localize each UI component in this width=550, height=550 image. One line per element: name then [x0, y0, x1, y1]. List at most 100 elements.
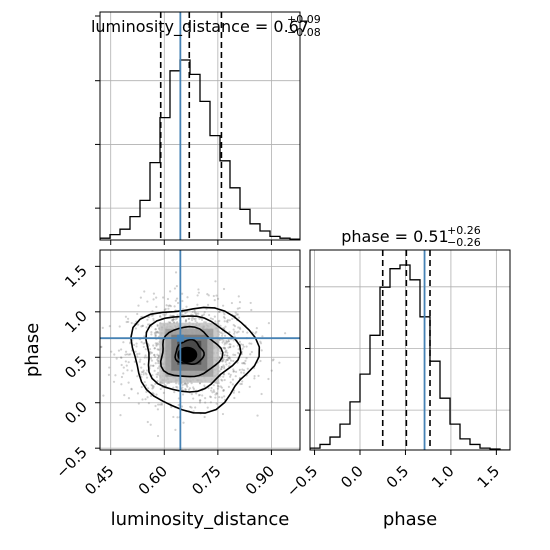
histogram-luminosity-frame [99, 11, 301, 241]
scatter-point [183, 383, 186, 386]
scatter-point [184, 311, 187, 315]
scatter-point [222, 388, 225, 392]
scatter-point [229, 381, 232, 384]
scatter-point [176, 314, 179, 317]
scatter-point [225, 339, 228, 343]
scatter-point [257, 374, 260, 377]
scatter-point [124, 315, 128, 318]
scatter-point [110, 350, 113, 353]
scatter-point [141, 398, 144, 401]
scatter-point [160, 403, 163, 406]
scatter-point [114, 374, 117, 377]
scatter-point [147, 387, 150, 390]
scatter-point [174, 271, 178, 274]
x-tick-label: 0.45 [81, 462, 117, 498]
histogram-phase-panel: −0.5 0.0 0.5 1.0 1.5 phase = 0.51 +0.26 −0.2… [283, 224, 511, 530]
histogram-phase-title: phase = 0.51 [341, 227, 448, 246]
histogram-phase-title-main: phase = 0.51 [341, 227, 448, 246]
scatter-point [192, 410, 195, 413]
scatter-point [233, 335, 236, 338]
scatter-point [203, 415, 206, 419]
scatter-point [193, 310, 196, 313]
scatter-point [150, 333, 153, 336]
scatter-point [152, 364, 155, 367]
scatter-point [162, 391, 165, 394]
scatter-point [238, 340, 241, 343]
scatter-point [175, 297, 179, 300]
scatter-point [172, 318, 175, 321]
histogram-luminosity-ticks [95, 15, 272, 245]
scatter-point [184, 318, 188, 322]
scatter-point [232, 339, 235, 342]
scatter-point [223, 320, 226, 323]
scatter-point [176, 416, 179, 419]
scatter-point [224, 360, 227, 363]
scatter-point [117, 349, 121, 352]
scatter-point [226, 319, 230, 322]
scatter-point [153, 369, 156, 372]
scatter-point [162, 296, 165, 299]
scatter-point [162, 313, 165, 316]
scatter-point [223, 346, 227, 350]
scatter-point [153, 355, 157, 359]
scatter-point [233, 325, 237, 328]
scatter-point [127, 320, 130, 323]
scatter-point [129, 353, 132, 356]
scatter-point [223, 347, 227, 350]
scatter-point [186, 385, 189, 388]
scatter-point [222, 287, 226, 291]
scatter-point [200, 318, 204, 322]
scatter-point [209, 389, 213, 392]
scatter-point [152, 385, 155, 388]
scatter-point [241, 380, 244, 383]
scatter-point [267, 322, 270, 325]
scatter-point [234, 370, 238, 373]
scatter-point [157, 403, 160, 406]
scatter-point [130, 321, 133, 325]
scatter-point [127, 381, 130, 384]
scatter-point [149, 352, 152, 355]
scatter-point [149, 364, 153, 367]
scatter-point [225, 363, 228, 366]
scatter-point [226, 351, 229, 354]
scatter-point [184, 388, 187, 391]
scatter-point [157, 348, 160, 351]
scatter-point [203, 311, 206, 314]
scatter-point [145, 373, 148, 376]
scatter-point [127, 361, 130, 364]
contour-line [174, 338, 205, 366]
scatter-point [231, 378, 235, 381]
scatter-point [192, 386, 195, 389]
scatter-point [189, 405, 192, 408]
scatter-point [192, 387, 196, 391]
scatter-point [181, 383, 184, 387]
histogram-phase-frame [309, 249, 511, 451]
scatter-point [155, 375, 159, 379]
scatter-point [234, 311, 237, 314]
scatter-point [196, 294, 199, 297]
scatter-point [278, 361, 281, 364]
scatter-point [164, 314, 167, 317]
scatter-point [144, 398, 147, 401]
scatter-point [198, 393, 201, 397]
scatter-point [239, 382, 242, 386]
scatter-point [156, 358, 159, 361]
scatter-point [151, 384, 154, 387]
scatter-point [223, 367, 226, 370]
scatter-point [233, 396, 236, 400]
scatter-point [181, 292, 184, 295]
scatter-point [177, 403, 180, 407]
scatter-point [159, 315, 162, 318]
scatter-point [217, 385, 220, 388]
scatter-point [225, 342, 228, 345]
scatter-point [171, 319, 174, 322]
scatter-point [250, 350, 253, 354]
scatter-point [155, 305, 158, 308]
scatter-point [220, 366, 223, 369]
scatter-point [225, 320, 229, 323]
scatter-point [156, 330, 159, 334]
scatter-point [154, 382, 157, 386]
scatter-point [134, 327, 138, 330]
scatter-point [177, 382, 180, 385]
scatter-point [136, 353, 139, 356]
